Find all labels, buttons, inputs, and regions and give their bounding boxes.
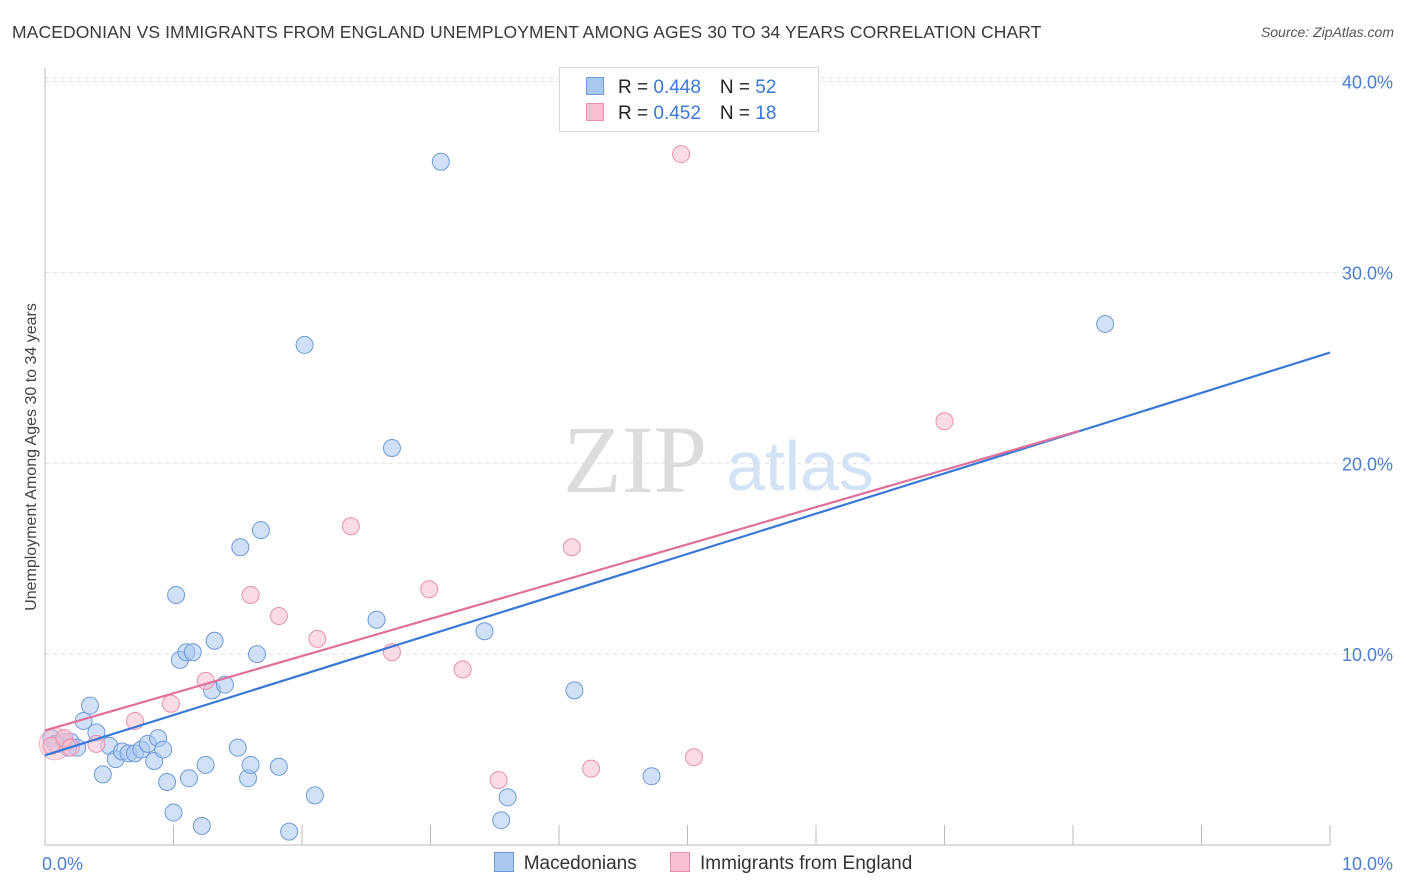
legend-label-macedonians: Macedonians [523,853,637,874]
legend-n-value: 18 [755,103,777,124]
data-point[interactable] [183,643,202,662]
legend-swatch-blue [493,852,514,872]
legend-r-value: 0.452 [653,103,701,124]
data-point[interactable] [93,765,112,784]
legend-n-label: N = [719,103,756,124]
data-point[interactable] [562,538,581,557]
data-point[interactable] [492,811,511,830]
data-point[interactable] [205,631,224,650]
legend-r-label: R = [618,103,654,124]
data-point[interactable] [684,748,703,767]
data-point[interactable] [308,629,327,648]
data-point[interactable] [280,822,299,841]
data-point[interactable] [475,622,494,641]
gridlines [45,77,1392,655]
data-point[interactable] [158,773,177,792]
data-point[interactable] [382,439,401,458]
data-point[interactable] [489,771,508,790]
legend-swatch-pink [670,852,691,872]
data-point[interactable] [179,769,198,788]
data-point[interactable] [295,335,314,354]
tick-labels: 10.0% 20.0% 30.0% 40.0% 0.0% 10.0% [42,73,1393,874]
trendline-macedonians [44,351,1331,757]
x-tick-label: 10.0% [1342,854,1393,874]
data-point[interactable] [161,694,180,713]
data-point[interactable] [565,681,584,700]
data-point[interactable] [498,788,517,807]
legend-row-macedonians: R = 0.448 N = 52 [586,77,776,103]
data-point[interactable] [453,660,472,679]
data-point[interactable] [431,152,450,171]
legend-swatch-blue [586,77,604,95]
data-point[interactable] [1096,314,1115,333]
x-tick-label: 0.0% [42,854,83,874]
legend-swatch-pink [586,103,604,121]
data-point[interactable] [167,585,186,604]
legend-row-immigrants: R = 0.452 N = 18 [586,103,776,129]
data-point[interactable] [305,786,324,805]
series-legend: Macedonians Immigrants from England [0,852,1406,875]
y-tick-label: 10.0% [1342,645,1393,665]
y-tick-label: 20.0% [1342,454,1393,474]
y-axis-label: Unemployment Among Ages 30 to 34 years [23,303,40,611]
data-point[interactable] [269,757,288,776]
data-point[interactable] [241,585,260,604]
data-point[interactable] [367,610,386,629]
series-immigrants-from-england [38,145,954,790]
data-point[interactable] [192,816,211,835]
data-point[interactable] [341,517,360,536]
data-point[interactable] [269,606,288,625]
data-point[interactable] [642,767,661,786]
watermark-zip: ZIP [563,406,707,513]
legend-r-label: R = [618,77,654,98]
watermark-atlas: atlas [726,427,874,505]
y-tick-label: 40.0% [1342,73,1393,93]
trendlines [44,351,1331,757]
legend-label-immigrants: Immigrants from England [700,853,913,874]
axes [44,68,1331,846]
legend-n-value: 52 [755,77,777,98]
legend-item-macedonians[interactable]: Macedonians [493,852,637,875]
data-point[interactable] [251,521,270,540]
data-point[interactable] [420,580,439,599]
stats-legend: R = 0.448 N = 52 R = 0.452 N = 18 [559,67,819,132]
data-point[interactable] [582,759,601,778]
data-point[interactable] [196,755,215,774]
data-point[interactable] [231,538,250,557]
data-point[interactable] [80,696,99,715]
legend-item-immigrants[interactable]: Immigrants from England [670,852,912,875]
trendline-immigrants [44,429,1080,732]
y-tick-label: 30.0% [1342,263,1393,283]
data-point[interactable] [248,645,267,664]
data-point[interactable] [164,803,183,822]
source-label: Source: ZipAtlas.com [1260,24,1394,40]
data-point[interactable] [228,738,247,757]
data-point[interactable] [241,755,260,774]
chart-title: MACEDONIAN VS IMMIGRANTS FROM ENGLAND UN… [12,22,1042,42]
data-point[interactable] [672,145,691,164]
data-point[interactable] [154,740,173,759]
legend-r-value: 0.448 [653,77,701,98]
data-point[interactable] [935,412,954,431]
legend-n-label: N = [719,77,756,98]
